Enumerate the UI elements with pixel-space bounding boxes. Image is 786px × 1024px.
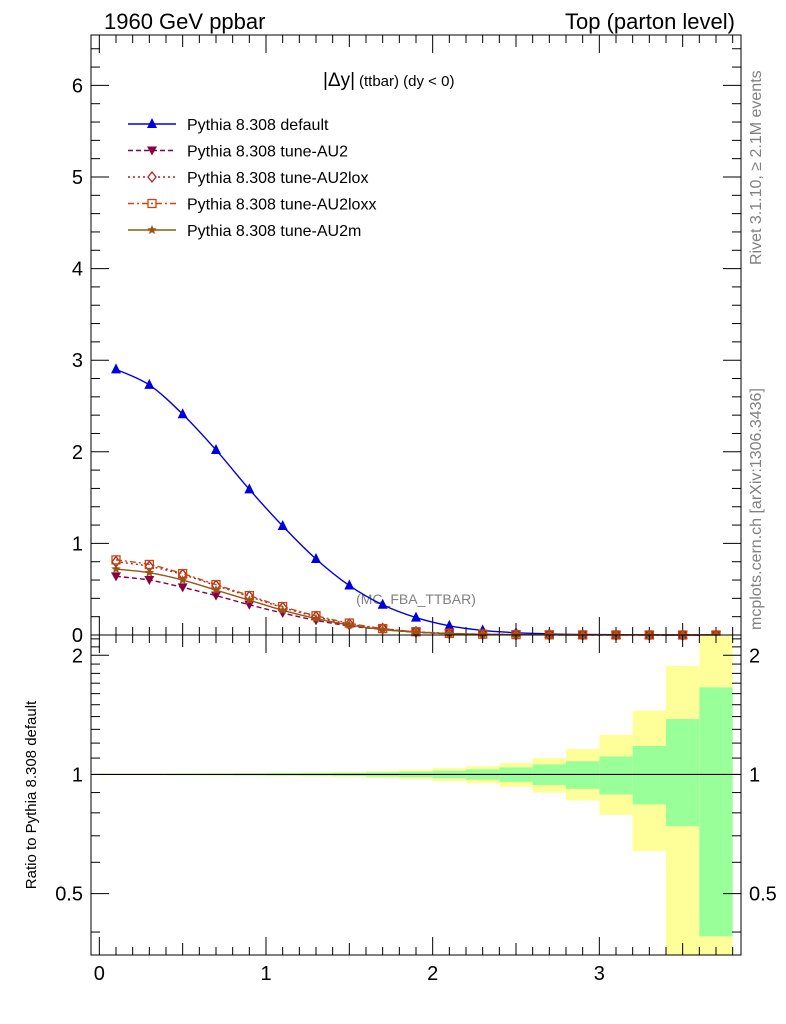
y-tick-label: 5 bbox=[72, 167, 83, 189]
legend-marker bbox=[147, 146, 157, 156]
data-point bbox=[111, 572, 121, 582]
chart-title-sub: (ttbar) (dy < 0) bbox=[359, 73, 454, 90]
ratio-y-tick-label: 0.5 bbox=[55, 884, 83, 906]
chart-title-main: |Δy| bbox=[323, 70, 355, 91]
y-tick-label: 1 bbox=[72, 533, 83, 555]
y-tick-label: 2 bbox=[72, 442, 83, 464]
y-tick-label: 0 bbox=[72, 625, 83, 647]
data-point bbox=[311, 613, 321, 623]
data-point bbox=[244, 595, 255, 605]
data-point bbox=[144, 378, 155, 389]
data-point bbox=[211, 443, 221, 454]
data-point bbox=[311, 552, 321, 563]
data-point bbox=[111, 555, 121, 565]
legend-label: Pythia 8.308 tune-AU2lox bbox=[187, 170, 368, 187]
data-point bbox=[477, 629, 488, 639]
x-tick-label: 2 bbox=[427, 963, 438, 985]
x-tick-label: 0 bbox=[94, 963, 105, 985]
data-point bbox=[277, 519, 288, 530]
ratio-y-axis-label: Ratio to Pythia 8.308 default bbox=[23, 700, 40, 889]
data-point bbox=[544, 629, 555, 639]
legend: Pythia 8.308 default Pythia 8.308 tune-AU… bbox=[128, 117, 376, 240]
process-label: Top (parton level) bbox=[565, 9, 735, 34]
legend-label: Pythia 8.308 default bbox=[187, 117, 329, 134]
data-point bbox=[144, 576, 155, 586]
data-point bbox=[344, 579, 355, 590]
data-point bbox=[111, 564, 121, 574]
data-point bbox=[377, 598, 388, 609]
data-point bbox=[144, 567, 155, 577]
ratio-frame bbox=[90, 634, 742, 956]
x-tick-label: 3 bbox=[594, 963, 605, 985]
ratio-y-tick-label-right: 1 bbox=[749, 764, 760, 786]
inner-band-bin bbox=[632, 745, 666, 805]
y-tick-label: 3 bbox=[72, 350, 83, 372]
data-point bbox=[177, 583, 188, 593]
x-tick-label: 1 bbox=[260, 963, 271, 985]
ratio-y-tick-label-right: 0.5 bbox=[749, 884, 777, 906]
data-point bbox=[444, 619, 455, 630]
inner-band-bin bbox=[666, 719, 700, 827]
data-point bbox=[211, 585, 221, 595]
data-point bbox=[177, 575, 188, 585]
ratio-tick-labels: 0.5 0.5 1 1 2 2 0 1 2 3 bbox=[55, 645, 777, 985]
ratio-bands bbox=[91, 635, 741, 955]
energy-label: 1960 GeV ppbar bbox=[104, 9, 265, 34]
ratio-y-tick-label-right: 2 bbox=[749, 645, 760, 667]
data-point bbox=[577, 629, 588, 639]
legend-marker bbox=[147, 118, 157, 128]
analysis-watermark: (MC_FBA_TTBAR) bbox=[356, 591, 476, 607]
data-point bbox=[611, 629, 621, 639]
data-point bbox=[511, 629, 521, 639]
data-point bbox=[111, 363, 121, 374]
y-tick-label: 6 bbox=[72, 75, 83, 97]
data-point bbox=[344, 619, 355, 629]
y-tick-label: 4 bbox=[72, 259, 83, 281]
main-panel: 0 1 2 3 4 5 6 (MC_FBA_TTBAR) |Δy| (ttbar) (dy … bbox=[72, 34, 742, 647]
data-point bbox=[244, 483, 255, 494]
inner-band-bin bbox=[699, 687, 733, 937]
main-axis-ticks bbox=[91, 35, 741, 636]
legend-label: Pythia 8.308 tune-AU2loxx bbox=[187, 197, 376, 214]
legend-label: Pythia 8.308 tune-AU2m bbox=[187, 223, 361, 240]
main-y-tick-labels: 0 1 2 3 4 5 6 bbox=[72, 75, 83, 647]
legend-marker bbox=[147, 198, 157, 209]
ratio-axis-ticks bbox=[91, 635, 741, 955]
ratio-y-tick-label: 2 bbox=[72, 645, 83, 667]
data-point bbox=[411, 611, 421, 622]
legend-marker bbox=[147, 170, 157, 184]
data-point bbox=[277, 605, 288, 615]
inner-band-bin bbox=[599, 756, 633, 795]
legend-label: Pythia 8.308 tune-AU2 bbox=[187, 144, 348, 161]
data-point bbox=[377, 624, 388, 634]
ratio-y-tick-label: 1 bbox=[72, 764, 83, 786]
ratio-panel: 0.5 0.5 1 1 2 2 0 1 2 3 Ratio to Pythia 8.308 def… bbox=[23, 634, 777, 985]
legend-marker bbox=[147, 225, 157, 235]
data-point bbox=[411, 627, 421, 637]
data-point bbox=[177, 408, 188, 419]
rivet-label: Rivet 3.1.10, ≥ 2.1M events bbox=[748, 70, 765, 265]
mcplots-label: mcplots.cern.ch [arXiv:1306.3436] bbox=[748, 388, 765, 630]
